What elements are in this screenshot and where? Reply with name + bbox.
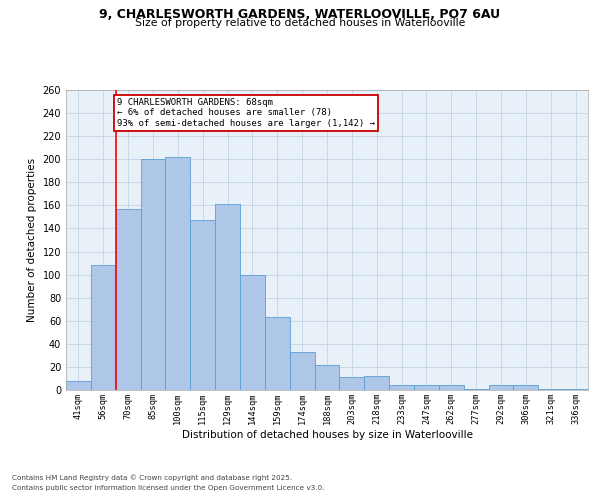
Bar [66,381,91,390]
Bar [91,266,116,390]
Bar [389,386,414,390]
Text: 9 CHARLESWORTH GARDENS: 68sqm
← 6% of detached houses are smaller (78)
93% of se: 9 CHARLESWORTH GARDENS: 68sqm ← 6% of de… [117,98,375,128]
Bar [514,386,538,390]
X-axis label: Distribution of detached houses by size in Waterlooville: Distribution of detached houses by size … [182,430,473,440]
Bar [215,204,240,390]
Bar [166,157,190,390]
Bar [488,386,514,390]
Bar [265,318,290,390]
Bar [563,389,588,390]
Bar [190,220,215,390]
Bar [464,389,488,390]
Text: Contains public sector information licensed under the Open Government Licence v3: Contains public sector information licen… [12,485,325,491]
Bar [364,376,389,390]
Bar [340,378,364,390]
Y-axis label: Number of detached properties: Number of detached properties [27,158,37,322]
Text: 9, CHARLESWORTH GARDENS, WATERLOOVILLE, PO7 6AU: 9, CHARLESWORTH GARDENS, WATERLOOVILLE, … [100,8,500,20]
Bar [116,209,140,390]
Bar [140,159,166,390]
Bar [414,386,439,390]
Bar [439,386,464,390]
Bar [290,352,314,390]
Text: Size of property relative to detached houses in Waterlooville: Size of property relative to detached ho… [135,18,465,28]
Bar [240,274,265,390]
Bar [538,389,563,390]
Text: Contains HM Land Registry data © Crown copyright and database right 2025.: Contains HM Land Registry data © Crown c… [12,474,292,481]
Bar [314,364,340,390]
